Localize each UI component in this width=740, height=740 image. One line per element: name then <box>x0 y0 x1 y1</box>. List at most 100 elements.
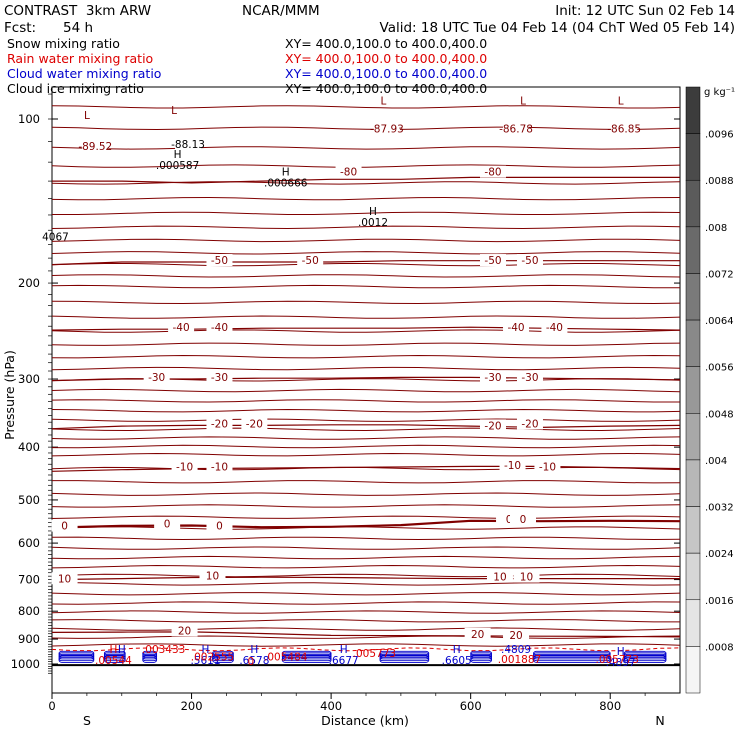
contour-label-bg <box>241 417 268 430</box>
isotherm-background-line <box>52 211 681 215</box>
extremum-value: .005773 <box>595 654 638 666</box>
y-tick-label: 500 <box>18 493 40 507</box>
cloud-water-contour <box>470 650 493 656</box>
isotherm-background-line <box>51 251 681 255</box>
contour-label: 0 <box>520 514 527 526</box>
isotherm-background-line <box>51 573 681 578</box>
contour-label-bg <box>82 139 109 152</box>
contour-label: 0 <box>164 518 171 530</box>
y-tick-label: 700 <box>18 573 40 587</box>
cloud-water-contour <box>142 656 158 663</box>
cloud-water-contour <box>103 650 126 656</box>
colorbar-swatch <box>685 506 701 554</box>
contour-label-bg <box>171 460 198 473</box>
cloud-water-contour <box>470 656 493 663</box>
contour-label: 0 <box>61 521 68 533</box>
extremum-value: .6677 <box>329 655 359 667</box>
isotherm-line <box>51 576 680 581</box>
contour-label-bg <box>206 417 233 430</box>
extremum-mark: H <box>174 149 182 161</box>
cloud-water-contour <box>142 650 158 656</box>
isotherm-background-line <box>51 366 681 371</box>
isotherm-background-line <box>51 399 680 403</box>
colorbar-swatch <box>685 133 701 181</box>
contour-label-bg <box>503 122 530 135</box>
contour-label-bg <box>206 321 233 334</box>
y-tick-label: 900 <box>18 632 40 646</box>
isotherm-background-line <box>51 436 681 440</box>
contour-label: -87.93 <box>370 124 404 136</box>
contour-label-bg <box>206 460 233 473</box>
colorbar-tick-label: .0032 <box>705 503 734 514</box>
isotherm-background-line <box>51 643 681 647</box>
extremum-mark: H <box>617 646 625 658</box>
extremum-mark: H <box>202 644 210 656</box>
extremum-value: .001887 <box>498 654 541 666</box>
cloud-water-contour <box>623 650 667 656</box>
contour-label-bg <box>479 419 506 432</box>
contour-label: -50 <box>211 255 228 267</box>
extremum-mark: H <box>282 167 290 179</box>
extremum-mark: L <box>84 110 90 122</box>
contour-label: -20 <box>521 418 538 430</box>
isotherm-background-line <box>51 635 681 639</box>
isotherm-background-line <box>51 354 681 359</box>
contour-label: -10 <box>504 460 521 472</box>
contour-label: -40 <box>173 322 190 334</box>
extremum-mark: H <box>340 644 348 656</box>
isotherm-background-line <box>51 181 681 185</box>
isotherm-background-line <box>51 274 681 278</box>
cloud-water-contour <box>142 655 158 662</box>
contour-label: -50 <box>302 255 319 267</box>
colorbar-tick-label: .004 <box>705 456 727 467</box>
field-xy-range: XY= 400.0,100.0 to 400.0,400.0 <box>285 51 487 66</box>
isotherm-background-line <box>51 444 681 449</box>
contour-label: -50 <box>521 255 538 267</box>
contour-label: 0 <box>216 521 223 533</box>
isotherm-line <box>51 260 680 266</box>
isotherm-background-line <box>51 105 681 109</box>
colorbar: .0096 .0088 .008 .0072 .0064 .0056 .0048 .004 .0… <box>685 86 734 694</box>
x-tick-label: 800 <box>599 699 621 713</box>
contour-label: -86.85 <box>607 124 641 136</box>
field-xy-range: XY= 400.0,100.0 to 400.0,400.0 <box>285 66 487 81</box>
contour-label: 20 <box>178 625 191 637</box>
colorbar-tick-label: .0088 <box>705 176 734 187</box>
contour-label: -80 <box>484 167 501 179</box>
y-tick-label: 400 <box>18 440 40 454</box>
colorbar-swatch <box>685 226 701 274</box>
extremum-value: 4067 <box>42 231 69 243</box>
isotherm-background-line <box>52 480 681 484</box>
cloud-water-contour <box>533 650 611 656</box>
contour-label-bg <box>51 519 78 532</box>
extremum-value: .000587 <box>156 160 199 172</box>
y-tick-label: 600 <box>18 536 40 550</box>
colorbar-tick-label: .0096 <box>705 130 734 141</box>
cloud-water-contour <box>58 650 95 656</box>
extremum-value: .005773 <box>353 648 396 660</box>
isotherm-background-line <box>51 536 681 541</box>
init-time: Init: 12 UTC Sun 02 Feb 14 <box>555 3 735 19</box>
contour-label-bg <box>479 254 506 267</box>
x-tick-label: 0 <box>48 699 55 713</box>
y-tick-label: 800 <box>18 604 40 618</box>
cloud-water-contour <box>623 656 667 663</box>
isotherm-background-line <box>51 388 681 393</box>
colorbar-swatch <box>685 86 701 134</box>
isotherm-background-line <box>51 284 680 289</box>
colorbar-swatch <box>685 319 701 367</box>
extremum-mark: H <box>250 644 258 656</box>
extremum-mark: L <box>618 95 624 107</box>
contour-label-bg <box>503 321 530 334</box>
isotherm-background-line <box>51 492 681 496</box>
isotherm-line <box>51 465 681 472</box>
extremum-value: .5611 <box>190 655 220 667</box>
field-xy-range: XY= 400.0,100.0 to 400.0,400.0 <box>285 36 487 51</box>
contour-label-bg <box>516 254 543 267</box>
contour-label-bg <box>499 458 526 471</box>
isotherm-background-line <box>51 526 681 530</box>
cloud-water-contour <box>533 656 611 663</box>
contour-label: -30 <box>211 372 228 384</box>
contour-label: -10 <box>176 462 193 474</box>
